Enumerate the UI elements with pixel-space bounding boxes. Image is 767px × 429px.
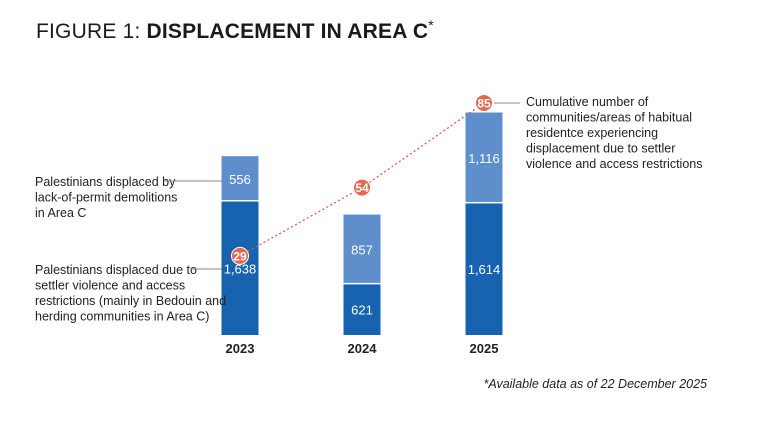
bar-segment-demolitions-2023 <box>221 156 259 201</box>
line-marker-2023 <box>231 246 249 265</box>
bar-value-settler-2025: 1,614 <box>468 262 501 277</box>
line-marker-2025 <box>475 93 493 112</box>
chart-title: FIGURE 1: DISPLACEMENT IN AREA C* <box>36 17 434 44</box>
bar-segment-settler-2024 <box>343 284 381 335</box>
callout-cumulative-line-3: displacement due to settler <box>526 142 675 156</box>
bar-segment-demolitions-2024 <box>343 214 381 283</box>
x-tick-label-2024: 2024 <box>348 341 378 356</box>
callout-settler-line-0: Palestinians displaced due to <box>35 263 197 277</box>
x-tick-label-2023: 2023 <box>226 341 255 356</box>
bar-value-demolitions-2023: 556 <box>229 172 251 187</box>
bar-value-settler-2023: 1,638 <box>224 261 257 276</box>
callout-demolitions-line-1: lack-of-permit demolitions <box>35 191 177 205</box>
line-segment-0 <box>239 187 363 257</box>
title-main: DISPLACEMENT IN AREA C <box>146 20 429 43</box>
bar-value-demolitions-2025: 1,116 <box>468 151 500 166</box>
callout-settler-line-2: restrictions (mainly in Bedouin and <box>35 294 226 308</box>
line-marker-2024 <box>353 178 371 197</box>
callout-cumulative-line-4: violence and access restrictions <box>526 157 702 171</box>
bar-segment-demolitions-2025 <box>465 112 503 202</box>
callout-demolitions-line-2: in Area C <box>35 206 86 220</box>
callout-cumulative-line-2: residentce experiencing <box>526 126 658 140</box>
bar-value-settler-2024: 621 <box>351 303 373 318</box>
callout-demolitions-line-0: Palestinians displaced by <box>35 175 176 189</box>
x-tick-label-2025: 2025 <box>470 341 499 356</box>
callout-cumulative-line-1: communities/areas of habitual <box>526 111 692 125</box>
line-value-label-2023: 29 <box>233 249 247 263</box>
footnote: *Available data as of 22 December 2025 <box>483 377 707 391</box>
line-value-label-2025: 85 <box>477 96 491 110</box>
bar-segment-settler-2025 <box>465 203 503 335</box>
callout-cumulative-line-0: Cumulative number of <box>526 95 649 109</box>
callout-settler-line-1: settler violence and access <box>35 279 185 293</box>
line-value-label-2024: 54 <box>355 181 369 195</box>
title-prefix: FIGURE 1: <box>36 20 147 43</box>
callout-settler-line-3: herding communities in Area C) <box>35 310 209 324</box>
bar-value-demolitions-2024: 857 <box>351 242 373 257</box>
bar-segment-settler-2023 <box>221 201 259 335</box>
title-asterisk: * <box>428 17 434 33</box>
